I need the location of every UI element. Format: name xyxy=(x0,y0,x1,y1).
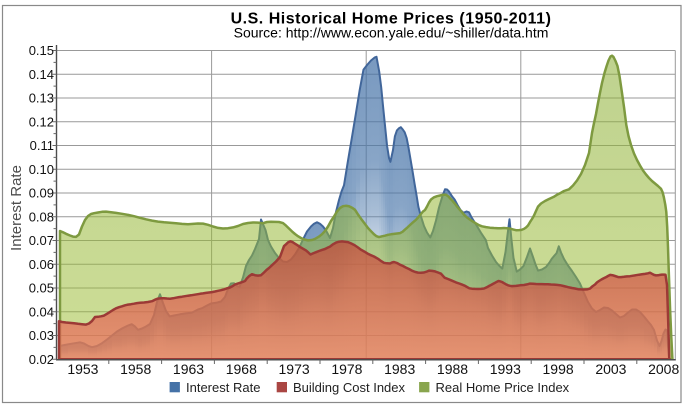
svg-text:1973: 1973 xyxy=(279,361,310,377)
svg-text:0.08: 0.08 xyxy=(29,209,54,224)
svg-text:0.05: 0.05 xyxy=(29,281,54,296)
svg-text:1958: 1958 xyxy=(120,361,151,377)
svg-text:1983: 1983 xyxy=(384,361,415,377)
svg-text:Interest Rate: Interest Rate xyxy=(186,380,260,395)
svg-text:0.09: 0.09 xyxy=(29,186,54,201)
svg-text:0.10: 0.10 xyxy=(29,162,54,177)
svg-text:1968: 1968 xyxy=(226,361,257,377)
svg-text:0.06: 0.06 xyxy=(29,257,54,272)
svg-text:U.S. Historical Home Prices (1: U.S. Historical Home Prices (1950-2011) xyxy=(231,11,552,28)
svg-text:2008: 2008 xyxy=(648,361,679,377)
svg-text:0.14: 0.14 xyxy=(29,67,54,82)
svg-text:Interest Rate: Interest Rate xyxy=(8,165,25,251)
svg-text:0.15: 0.15 xyxy=(29,43,54,58)
svg-text:0.04: 0.04 xyxy=(29,304,54,319)
svg-text:Building Cost Index: Building Cost Index xyxy=(293,380,406,395)
svg-text:1988: 1988 xyxy=(437,361,468,377)
svg-text:1998: 1998 xyxy=(543,361,574,377)
svg-text:0.02: 0.02 xyxy=(29,352,54,367)
svg-text:2003: 2003 xyxy=(595,361,626,377)
svg-text:0.11: 0.11 xyxy=(30,138,54,153)
svg-text:1978: 1978 xyxy=(331,361,362,377)
svg-text:0.03: 0.03 xyxy=(29,328,54,343)
svg-text:0.13: 0.13 xyxy=(29,91,54,106)
svg-text:Real Home Price Index: Real Home Price Index xyxy=(436,380,570,395)
svg-text:1963: 1963 xyxy=(173,361,204,377)
svg-text:Source: http://www.econ.yale.e: Source: http://www.econ.yale.edu/~shille… xyxy=(234,25,549,41)
svg-text:0.12: 0.12 xyxy=(29,115,54,130)
svg-text:0.07: 0.07 xyxy=(29,233,54,248)
svg-text:1993: 1993 xyxy=(490,361,521,377)
svg-text:1953: 1953 xyxy=(67,361,98,377)
